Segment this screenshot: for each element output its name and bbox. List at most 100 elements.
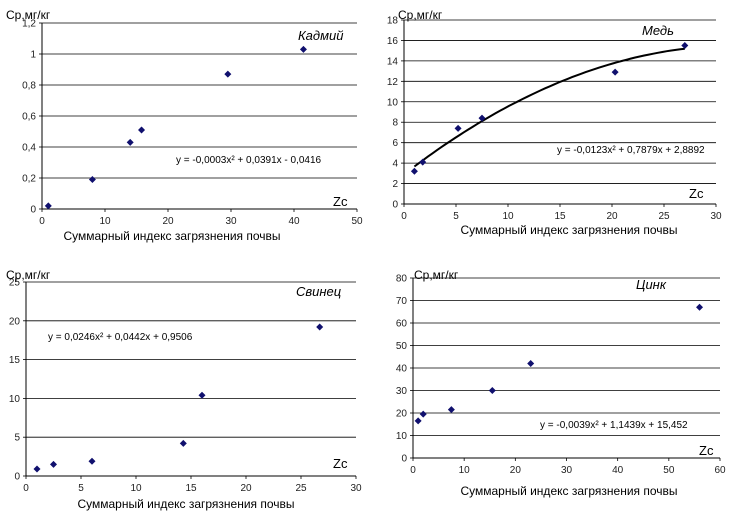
y-tick-label: 4 <box>392 159 398 170</box>
x-axis-label: Суммарный индекс загрязнения почвы <box>63 229 280 243</box>
y-tick-label: 5 <box>14 433 20 444</box>
x-tick-label: 15 <box>185 483 197 494</box>
chart-1: 0 0,2 0,4 0,6 0,8 1 1,2 0 10 20 30 40 50 Ср,мг/кг Zc Ка… <box>6 8 363 243</box>
x-axis-label: Суммарный индекс загрязнения почвы <box>460 484 677 498</box>
x-tick-label: 5 <box>78 483 84 494</box>
x-tick-label: 20 <box>240 483 252 494</box>
x-tick-label: 20 <box>162 216 174 227</box>
data-point <box>88 457 96 465</box>
y-tick-label: 0,6 <box>22 112 36 123</box>
chart-4: 0 10 20 30 40 50 60 70 80 0 10 20 30 40 50 60 Ср,мг/кг Zc… <box>396 268 726 498</box>
y-tick-label: 1 <box>30 50 36 61</box>
data-point <box>488 387 496 394</box>
trend-equation: y = 0,0246x² + 0,0442x + 0,9506 <box>48 332 193 343</box>
x-tick-label: 30 <box>710 211 722 222</box>
y-tick-label: 20 <box>396 409 408 420</box>
y-tick-label: 0,4 <box>22 143 36 154</box>
data-point <box>88 176 96 184</box>
x-tick-label: 0 <box>39 216 45 227</box>
y-tick-label: 6 <box>392 138 398 149</box>
axis-tag-zc: Zc <box>699 443 714 458</box>
data-point <box>126 138 134 146</box>
y-tick-label: 20 <box>9 316 21 327</box>
y-tick-label: 0 <box>14 472 20 483</box>
data-point <box>410 167 418 175</box>
x-axis-label: Суммарный индекс загрязнения почвы <box>460 223 677 237</box>
y-tick-label: 1,2 <box>22 19 36 30</box>
y-tick-label: 10 <box>396 431 408 442</box>
y-tick-label: 0 <box>30 205 36 216</box>
x-tick-label: 0 <box>410 465 416 476</box>
data-point <box>611 68 619 76</box>
y-tick-label: 0,8 <box>22 81 36 92</box>
x-tick-label: 40 <box>612 465 624 476</box>
chart-title: Свинец <box>296 284 341 299</box>
data-point <box>179 439 187 447</box>
x-tick-label: 30 <box>561 465 573 476</box>
data-point <box>419 158 427 166</box>
y-axis-label: Ср,мг/кг <box>398 8 443 22</box>
trend-equation: y = -0,0123x² + 0,7879x + 2,8892 <box>557 145 705 156</box>
trendline <box>413 47 685 168</box>
data-point <box>414 417 422 425</box>
x-tick-label: 10 <box>502 211 514 222</box>
y-tick-label: 30 <box>396 386 408 397</box>
x-tick-label: 50 <box>351 216 363 227</box>
data-point <box>681 42 689 50</box>
data-point <box>224 70 232 78</box>
x-tick-label: 10 <box>99 216 111 227</box>
y-tick-label: 8 <box>392 118 398 129</box>
y-tick-label: 16 <box>387 36 399 47</box>
data-point <box>138 126 146 134</box>
trend-equation: y = -0,0003x² + 0,0391x - 0,0416 <box>176 155 322 166</box>
data-point <box>50 460 57 468</box>
y-tick-label: 25 <box>9 278 21 289</box>
y-tick-label: 80 <box>396 274 408 285</box>
data-point <box>316 323 324 331</box>
data-point <box>44 202 52 210</box>
x-tick-label: 30 <box>225 216 237 227</box>
x-tick-label: 15 <box>554 211 566 222</box>
data-point <box>419 410 427 418</box>
x-tick-label: 0 <box>23 483 29 494</box>
chart-3: 0 5 10 15 20 25 0 5 10 15 20 25 30 Ср,мг/кг Zc Свинец y … <box>6 268 362 511</box>
x-tick-label: 30 <box>350 483 362 494</box>
x-tick-label: 25 <box>295 483 307 494</box>
y-tick-label: 2 <box>392 179 398 190</box>
y-axis-label: Ср,мг/кг <box>414 268 459 282</box>
y-tick-label: 60 <box>396 319 408 330</box>
x-axis-label: Суммарный индекс загрязнения почвы <box>77 497 294 511</box>
y-tick-label: 12 <box>387 77 399 88</box>
y-axis-label: Ср,мг/кг <box>6 268 51 282</box>
chart-2: 0 2 4 6 8 10 12 14 16 18 0 5 10 15 20 25 30 Ср,мг/кг Zc Мед… <box>387 8 722 237</box>
y-tick-label: 0 <box>392 200 398 211</box>
x-tick-label: 60 <box>714 465 726 476</box>
x-tick-label: 40 <box>288 216 300 227</box>
data-point <box>527 360 535 367</box>
x-tick-label: 25 <box>658 211 670 222</box>
x-tick-label: 10 <box>130 483 142 494</box>
y-tick-label: 40 <box>396 364 408 375</box>
x-tick-label: 10 <box>459 465 471 476</box>
y-tick-label: 18 <box>387 16 399 27</box>
y-tick-label: 0,2 <box>22 174 36 185</box>
chart-title: Медь <box>642 23 674 38</box>
axis-tag-zc: Zc <box>333 456 348 471</box>
y-tick-label: 50 <box>396 341 408 352</box>
x-tick-label: 0 <box>401 211 407 222</box>
y-tick-label: 70 <box>396 296 408 307</box>
chart-title: Кадмий <box>298 28 343 43</box>
y-tick-label: 10 <box>9 394 21 405</box>
data-point <box>33 465 41 473</box>
axis-tag-zc: Zc <box>689 186 704 201</box>
x-tick-label: 20 <box>606 211 618 222</box>
data-point <box>454 124 462 132</box>
data-point <box>696 303 704 311</box>
data-point <box>478 114 486 122</box>
x-tick-label: 20 <box>510 465 522 476</box>
y-tick-label: 15 <box>9 355 21 366</box>
trend-equation: y = -0,0039x² + 1,1439x + 15,452 <box>540 420 688 431</box>
y-axis-label: Ср,мг/кг <box>6 8 51 22</box>
y-tick-label: 14 <box>387 56 399 67</box>
